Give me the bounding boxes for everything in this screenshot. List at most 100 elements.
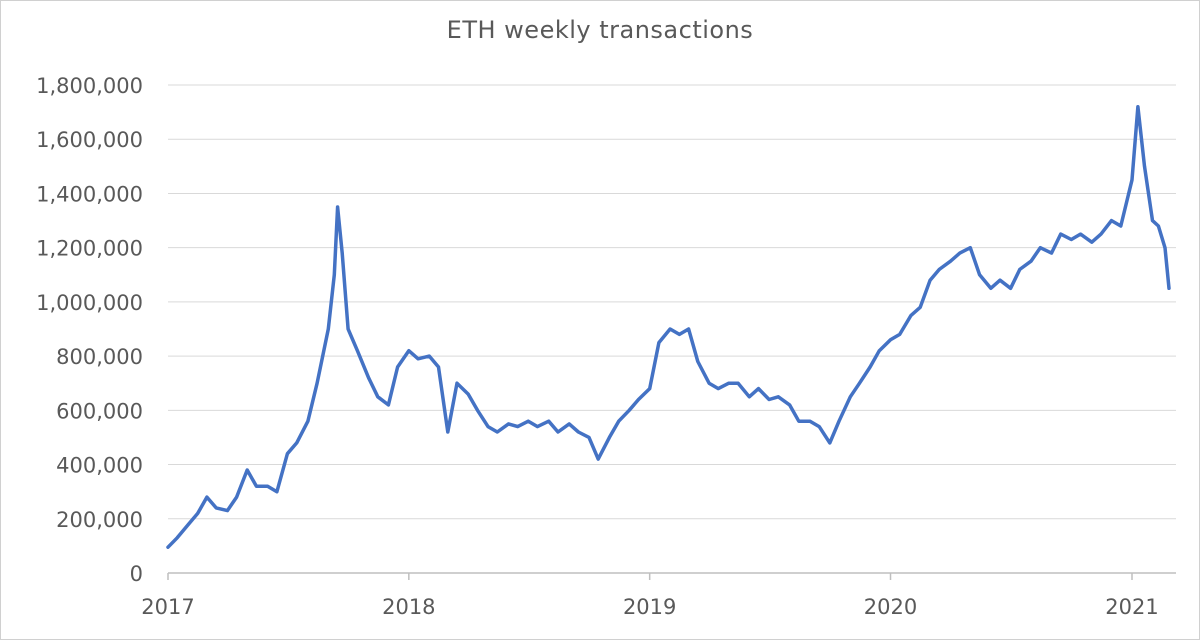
data-point [235, 495, 239, 499]
data-point [396, 365, 399, 369]
x-tick-label: 2019 [623, 595, 676, 619]
y-tick-label: 800,000 [56, 345, 143, 369]
data-point [858, 381, 861, 385]
data-point [918, 305, 922, 309]
data-point [577, 430, 580, 434]
data-point [757, 387, 760, 390]
data-point [989, 286, 993, 290]
data-point [716, 387, 720, 390]
data-point [958, 251, 962, 255]
data-point [937, 268, 941, 271]
data-point [617, 419, 621, 423]
data-point [889, 338, 892, 342]
data-point [495, 430, 499, 434]
data-point [668, 327, 672, 331]
data-point [1059, 232, 1063, 236]
data-point [476, 408, 479, 412]
y-tick-label: 600,000 [56, 399, 143, 423]
x-tick-label: 2021 [1105, 595, 1158, 619]
data-point [367, 376, 370, 380]
data-point [356, 349, 359, 353]
data-point [797, 419, 801, 423]
data-point [1119, 224, 1123, 228]
y-tick-label: 1,800,000 [36, 74, 143, 98]
data-point [1151, 219, 1154, 223]
data-point [376, 395, 380, 399]
data-point [657, 341, 661, 344]
data-point [736, 381, 740, 385]
data-point [678, 333, 681, 336]
data-point [648, 387, 652, 390]
data-point [1143, 164, 1146, 168]
data-point [315, 381, 319, 385]
y-tick-label: 1,000,000 [36, 291, 143, 315]
data-point [416, 357, 420, 361]
data-point [596, 457, 600, 461]
data-point [1110, 219, 1113, 223]
data-point [877, 349, 881, 353]
data-point [909, 314, 913, 317]
data-point [187, 522, 190, 526]
data-point [446, 430, 450, 434]
data-point [507, 422, 510, 426]
data-point [332, 273, 336, 277]
x-axis-tick-marks [167, 573, 1133, 580]
data-point [627, 408, 631, 412]
data-point [1130, 178, 1134, 182]
y-tick-label: 400,000 [56, 454, 143, 478]
data-point [928, 278, 932, 282]
data-point [1069, 238, 1073, 241]
data-point [245, 468, 249, 472]
data-point [466, 392, 470, 396]
series-line [166, 104, 1171, 549]
data-point [275, 490, 279, 494]
y-axis-tick-labels: 0 200,000 400,000 600,000 800,000 1,000,000 1,… [36, 74, 143, 586]
data-point [1050, 251, 1053, 255]
data-point [817, 425, 821, 428]
data-point [1090, 240, 1094, 244]
data-point [326, 327, 330, 331]
data-point [455, 381, 459, 385]
data-point [266, 484, 269, 488]
data-point [727, 381, 731, 385]
data-point [747, 395, 751, 399]
data-point [687, 327, 690, 331]
data-point [776, 395, 780, 399]
data-point [346, 327, 350, 331]
data-point [767, 398, 771, 401]
data-point [998, 278, 1002, 282]
y-tick-label: 0 [130, 562, 143, 586]
data-point [707, 381, 711, 385]
data-point [587, 436, 591, 439]
x-tick-label: 2020 [864, 595, 917, 619]
data-point [1163, 246, 1167, 250]
x-tick-label: 2017 [141, 595, 194, 619]
data-point [828, 441, 832, 445]
data-point [608, 436, 611, 439]
y-tick-label: 200,000 [56, 508, 143, 532]
data-point [696, 360, 700, 363]
data-point [898, 333, 902, 336]
y-tick-label: 1,600,000 [36, 128, 143, 152]
data-point [1167, 286, 1171, 290]
x-tick-label: 2018 [382, 595, 435, 619]
data-point [1136, 105, 1140, 109]
data-point [868, 365, 872, 369]
data-point [255, 484, 258, 488]
data-point [1079, 232, 1082, 236]
data-point [306, 419, 310, 423]
data-point [340, 251, 344, 255]
data-point [205, 495, 209, 499]
data-point [1157, 224, 1160, 228]
data-point [286, 452, 289, 456]
data-point [336, 205, 339, 209]
data-point [556, 430, 560, 434]
data-point [1009, 286, 1012, 290]
data-point [166, 545, 170, 549]
data-point [427, 354, 431, 358]
data-point [516, 425, 520, 428]
data-point [437, 365, 440, 369]
data-point [196, 512, 200, 515]
